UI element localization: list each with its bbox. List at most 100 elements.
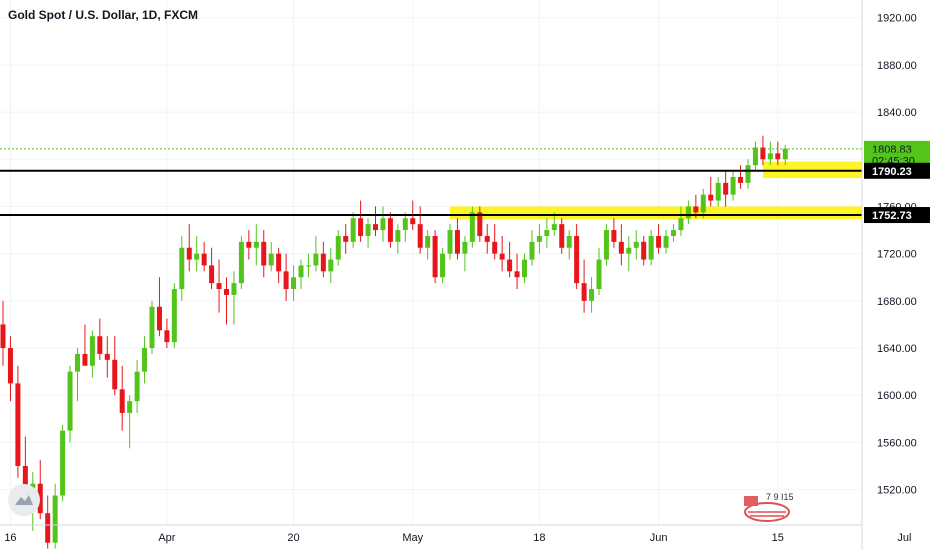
candle-body[interactable]	[253, 241, 259, 248]
candle-body[interactable]	[671, 230, 676, 236]
candle-body[interactable]	[127, 401, 133, 413]
candle-body[interactable]	[246, 241, 252, 248]
candle-body[interactable]	[119, 389, 125, 413]
candle-body[interactable]	[723, 182, 729, 195]
candle-body[interactable]	[425, 235, 431, 248]
candle-body[interactable]	[536, 235, 542, 242]
candle-body[interactable]	[685, 206, 691, 219]
candle-body[interactable]	[194, 253, 200, 260]
candle-body[interactable]	[566, 235, 572, 248]
candle-body[interactable]	[544, 230, 550, 236]
candle-body[interactable]	[611, 230, 617, 242]
candle-body[interactable]	[589, 289, 595, 301]
candle-body[interactable]	[186, 247, 192, 260]
candle-body[interactable]	[477, 212, 483, 236]
candle-body[interactable]	[320, 253, 326, 272]
candle-body[interactable]	[648, 235, 654, 260]
candle-body[interactable]	[395, 230, 401, 242]
candle-body[interactable]	[60, 430, 66, 496]
candle-body[interactable]	[693, 206, 699, 213]
candle-body[interactable]	[678, 218, 684, 231]
candle-body[interactable]	[276, 253, 282, 272]
candle-body[interactable]	[22, 466, 28, 502]
candle-body[interactable]	[335, 235, 341, 260]
candle-body[interactable]	[641, 241, 647, 260]
candle-body[interactable]	[134, 371, 140, 402]
candle-body[interactable]	[75, 353, 80, 372]
candle-body[interactable]	[559, 224, 565, 248]
candle-body[interactable]	[402, 218, 408, 231]
candle-body[interactable]	[97, 336, 103, 354]
candle-body[interactable]	[37, 483, 43, 514]
candle-body[interactable]	[7, 348, 13, 384]
candle-body[interactable]	[365, 224, 371, 236]
candle-body[interactable]	[179, 247, 185, 290]
candle-body[interactable]	[410, 218, 416, 225]
candle-body[interactable]	[633, 241, 639, 248]
candle-body[interactable]	[574, 235, 580, 284]
candle-body[interactable]	[216, 283, 222, 290]
candle-body[interactable]	[328, 259, 334, 272]
candle-body[interactable]	[373, 224, 378, 231]
candle-body[interactable]	[417, 224, 423, 248]
candle-body[interactable]	[298, 265, 304, 278]
candle-body[interactable]	[529, 241, 535, 260]
candle-body[interactable]	[663, 235, 669, 248]
candle-body[interactable]	[171, 289, 177, 343]
candle-body[interactable]	[224, 289, 229, 295]
candle-body[interactable]	[89, 336, 95, 366]
candle-body[interactable]	[82, 353, 88, 366]
candle-body[interactable]	[0, 324, 6, 349]
candle-body[interactable]	[730, 176, 736, 195]
candle-body[interactable]	[45, 513, 51, 543]
candle-body[interactable]	[209, 265, 215, 284]
candle-body[interactable]	[358, 218, 364, 236]
candle-body[interactable]	[231, 283, 237, 295]
candle-body[interactable]	[522, 259, 527, 278]
candle-body[interactable]	[596, 259, 602, 290]
candle-body[interactable]	[462, 241, 468, 254]
candle-body[interactable]	[492, 241, 498, 254]
candle-body[interactable]	[343, 235, 349, 242]
candle-body[interactable]	[760, 147, 766, 160]
candle-body[interactable]	[656, 235, 662, 248]
candle-body[interactable]	[305, 265, 311, 267]
candle-body[interactable]	[238, 241, 244, 284]
candle-body[interactable]	[454, 230, 460, 254]
candle-body[interactable]	[469, 212, 475, 242]
candle-body[interactable]	[767, 153, 773, 160]
candle-body[interactable]	[752, 147, 758, 166]
candle-body[interactable]	[350, 218, 356, 242]
candle-body[interactable]	[700, 194, 706, 213]
candle-body[interactable]	[261, 241, 267, 266]
candle-body[interactable]	[283, 271, 289, 290]
candle-body[interactable]	[201, 253, 207, 266]
candle-body[interactable]	[164, 330, 170, 343]
candle-body[interactable]	[514, 271, 520, 278]
candle-body[interactable]	[112, 359, 118, 390]
candle-body[interactable]	[782, 148, 788, 160]
candle-body[interactable]	[387, 218, 393, 242]
candle-body[interactable]	[581, 283, 587, 301]
candle-body[interactable]	[380, 218, 386, 231]
candle-body[interactable]	[738, 176, 744, 183]
candle-body[interactable]	[626, 247, 632, 254]
candle-body[interactable]	[715, 182, 721, 201]
candle-body[interactable]	[775, 153, 781, 160]
candle-body[interactable]	[603, 230, 609, 260]
candle-body[interactable]	[268, 253, 274, 266]
candle-body[interactable]	[447, 230, 453, 254]
candle-body[interactable]	[67, 371, 73, 431]
candle-body[interactable]	[291, 277, 297, 290]
candle-body[interactable]	[551, 224, 557, 231]
candle-body[interactable]	[142, 348, 148, 372]
candle-body[interactable]	[313, 253, 319, 266]
candle-body[interactable]	[432, 235, 438, 278]
candle-body[interactable]	[745, 165, 751, 183]
candle-body[interactable]	[156, 306, 162, 331]
candle-body[interactable]	[499, 253, 505, 260]
candle-body[interactable]	[149, 306, 155, 349]
candle-body[interactable]	[104, 353, 110, 360]
candle-body[interactable]	[708, 194, 714, 201]
